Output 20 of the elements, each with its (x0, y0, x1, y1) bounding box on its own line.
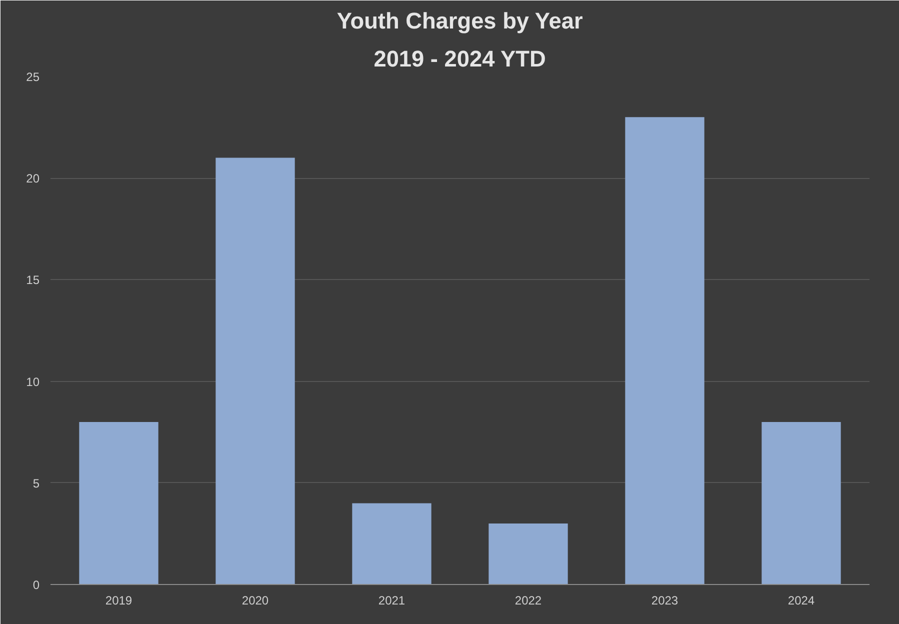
bar (216, 158, 295, 584)
y-tick-label: 0 (32, 578, 40, 592)
bar (625, 117, 704, 584)
x-tick-label: 2023 (651, 594, 678, 608)
chart-title: Youth Charges by Year (336, 8, 583, 34)
chart-subtitle: 2019 - 2024 YTD (374, 46, 546, 72)
bar (762, 422, 841, 584)
x-tick-label: 2022 (514, 594, 542, 608)
x-tick-label: 2021 (378, 594, 406, 608)
x-tick-label: 2019 (105, 594, 132, 608)
y-tick-label: 25 (26, 70, 40, 84)
y-tick-label: 15 (26, 273, 40, 288)
x-tick-label: 2020 (242, 594, 269, 608)
bar (79, 422, 158, 584)
x-tick-label: 2024 (788, 594, 815, 608)
bar (488, 524, 568, 584)
y-tick-label: 5 (32, 476, 40, 490)
y-tick-label: 10 (26, 374, 40, 389)
bar (352, 503, 432, 584)
y-tick-label: 20 (26, 172, 40, 186)
